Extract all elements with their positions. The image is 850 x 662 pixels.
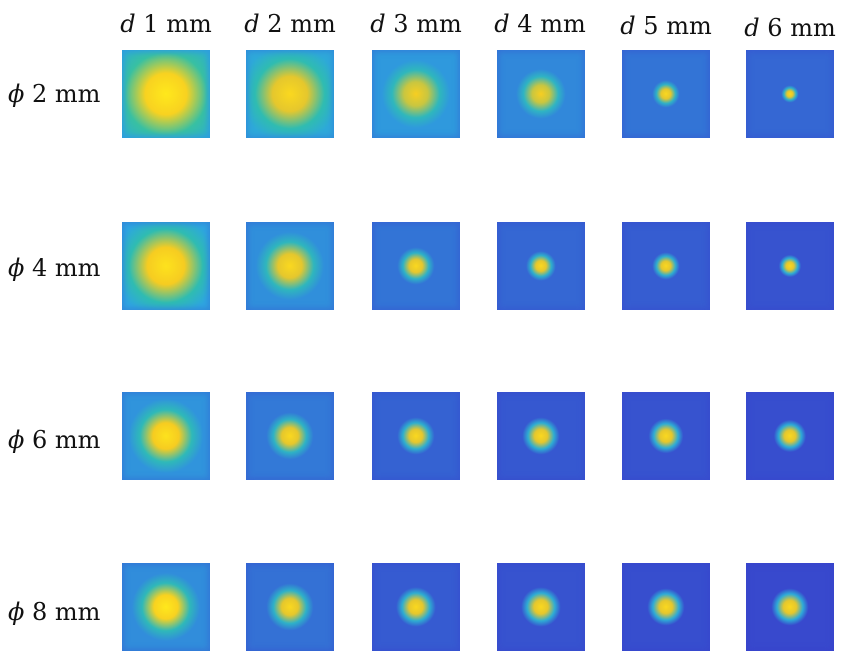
row-header-symbol: ϕ <box>8 598 25 626</box>
column-header-symbol: d <box>620 12 636 40</box>
heatmap-cell-r2-c5 <box>622 222 710 310</box>
heatmap-cell-r1-c2 <box>246 50 334 138</box>
row-header-symbol: ϕ <box>8 426 25 454</box>
column-header-symbol: d <box>370 10 386 38</box>
column-header-symbol: d <box>744 14 760 42</box>
column-header-value: 1 mm <box>143 10 212 38</box>
column-header-value: 4 mm <box>517 10 586 38</box>
heatmap-cell-r1-c1 <box>122 50 210 138</box>
row-header-symbol: ϕ <box>8 254 25 282</box>
heatmap-cell-r1-c3 <box>372 50 460 138</box>
heatmap-cell-r3-c5 <box>622 392 710 480</box>
row-header-2: ϕ 4 mm <box>8 256 100 280</box>
row-header-value: 4 mm <box>32 254 101 282</box>
heatmap-cell-r2-c2 <box>246 222 334 310</box>
row-header-value: 2 mm <box>32 80 101 108</box>
heatmap-cell-r4-c5 <box>622 563 710 651</box>
column-header-symbol: d <box>120 10 136 38</box>
heatmap-cell-r1-c6 <box>746 50 834 138</box>
row-header-value: 8 mm <box>32 598 101 626</box>
row-header-3: ϕ 6 mm <box>8 428 100 452</box>
heatmap-cell-r2-c3 <box>372 222 460 310</box>
heatmap-cell-r3-c6 <box>746 392 834 480</box>
column-header-2: d 2 mm <box>244 12 335 36</box>
heatmap-cell-r4-c3 <box>372 563 460 651</box>
heatmap-cell-r2-c6 <box>746 222 834 310</box>
heatmap-cell-r4-c1 <box>122 563 210 651</box>
column-header-3: d 3 mm <box>370 12 461 36</box>
heatmap-cell-r3-c3 <box>372 392 460 480</box>
heatmap-cell-r2-c1 <box>122 222 210 310</box>
heatmap-cell-r4-c4 <box>497 563 585 651</box>
column-header-symbol: d <box>244 10 260 38</box>
heatmap-cell-r2-c4 <box>497 222 585 310</box>
heatmap-cell-r4-c2 <box>246 563 334 651</box>
column-header-5: d 5 mm <box>620 14 711 38</box>
column-header-4: d 4 mm <box>494 12 585 36</box>
heatmap-cell-r3-c1 <box>122 392 210 480</box>
heatmap-cell-r1-c4 <box>497 50 585 138</box>
row-header-value: 6 mm <box>32 426 101 454</box>
row-header-1: ϕ 2 mm <box>8 82 100 106</box>
column-header-value: 5 mm <box>643 12 712 40</box>
heatmap-cell-r3-c2 <box>246 392 334 480</box>
column-header-6: d 6 mm <box>744 16 835 40</box>
column-header-value: 2 mm <box>267 10 336 38</box>
column-header-value: 6 mm <box>767 14 836 42</box>
row-header-4: ϕ 8 mm <box>8 600 100 624</box>
heatmap-cell-r1-c5 <box>622 50 710 138</box>
heatmap-cell-r3-c4 <box>497 392 585 480</box>
column-header-value: 3 mm <box>393 10 462 38</box>
row-header-symbol: ϕ <box>8 80 25 108</box>
heatmap-cell-r4-c6 <box>746 563 834 651</box>
column-header-1: d 1 mm <box>120 12 211 36</box>
column-header-symbol: d <box>494 10 510 38</box>
